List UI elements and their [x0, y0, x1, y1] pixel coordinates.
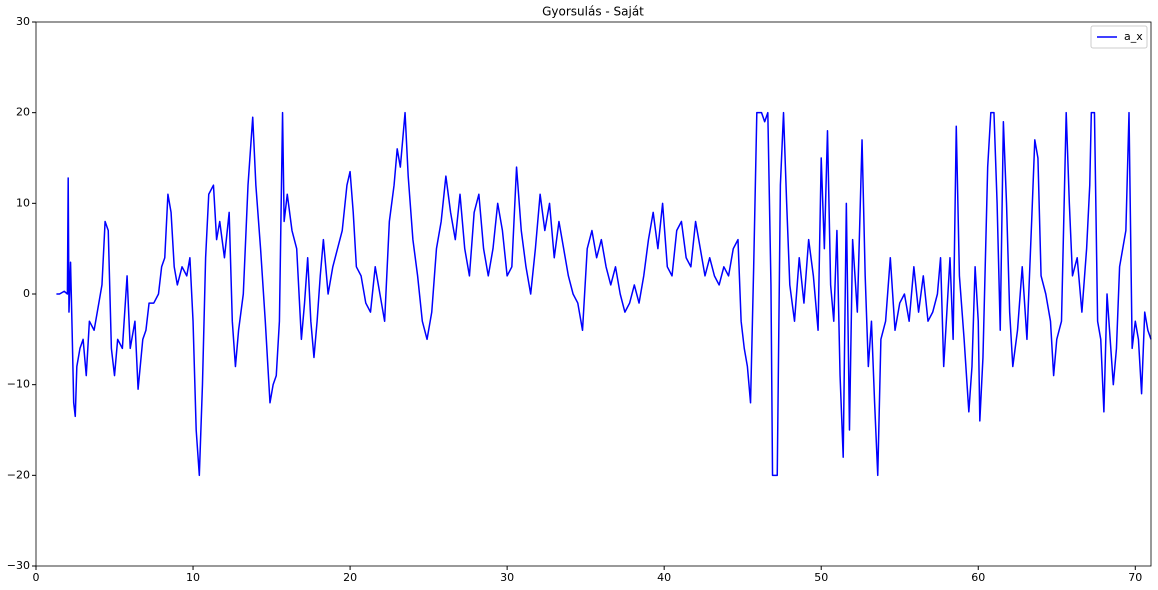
chart-title: Gyorsulás - Saját — [542, 5, 644, 19]
y-tick-label: −20 — [7, 468, 30, 481]
legend-label: a_x — [1124, 30, 1143, 43]
y-tick-label: −30 — [7, 559, 30, 572]
legend-box — [1090, 25, 1148, 49]
x-tick-label: 0 — [33, 571, 40, 584]
data-line — [56, 111, 1152, 477]
x-tick-label: 30 — [500, 571, 514, 584]
x-tick-label: 70 — [1128, 571, 1142, 584]
y-tick-label: −10 — [7, 378, 30, 391]
y-tick-label: 30 — [16, 15, 30, 28]
y-tick-label: 20 — [16, 106, 30, 119]
x-tick-label: 10 — [186, 571, 200, 584]
y-tick-label: 10 — [16, 196, 30, 209]
x-tick-label: 20 — [343, 571, 357, 584]
x-tick-label: 40 — [657, 571, 671, 584]
x-tick-label: 50 — [814, 571, 828, 584]
plot-frame — [35, 21, 1152, 567]
y-tick-label: 0 — [23, 287, 30, 300]
x-tick-label: 60 — [971, 571, 985, 584]
